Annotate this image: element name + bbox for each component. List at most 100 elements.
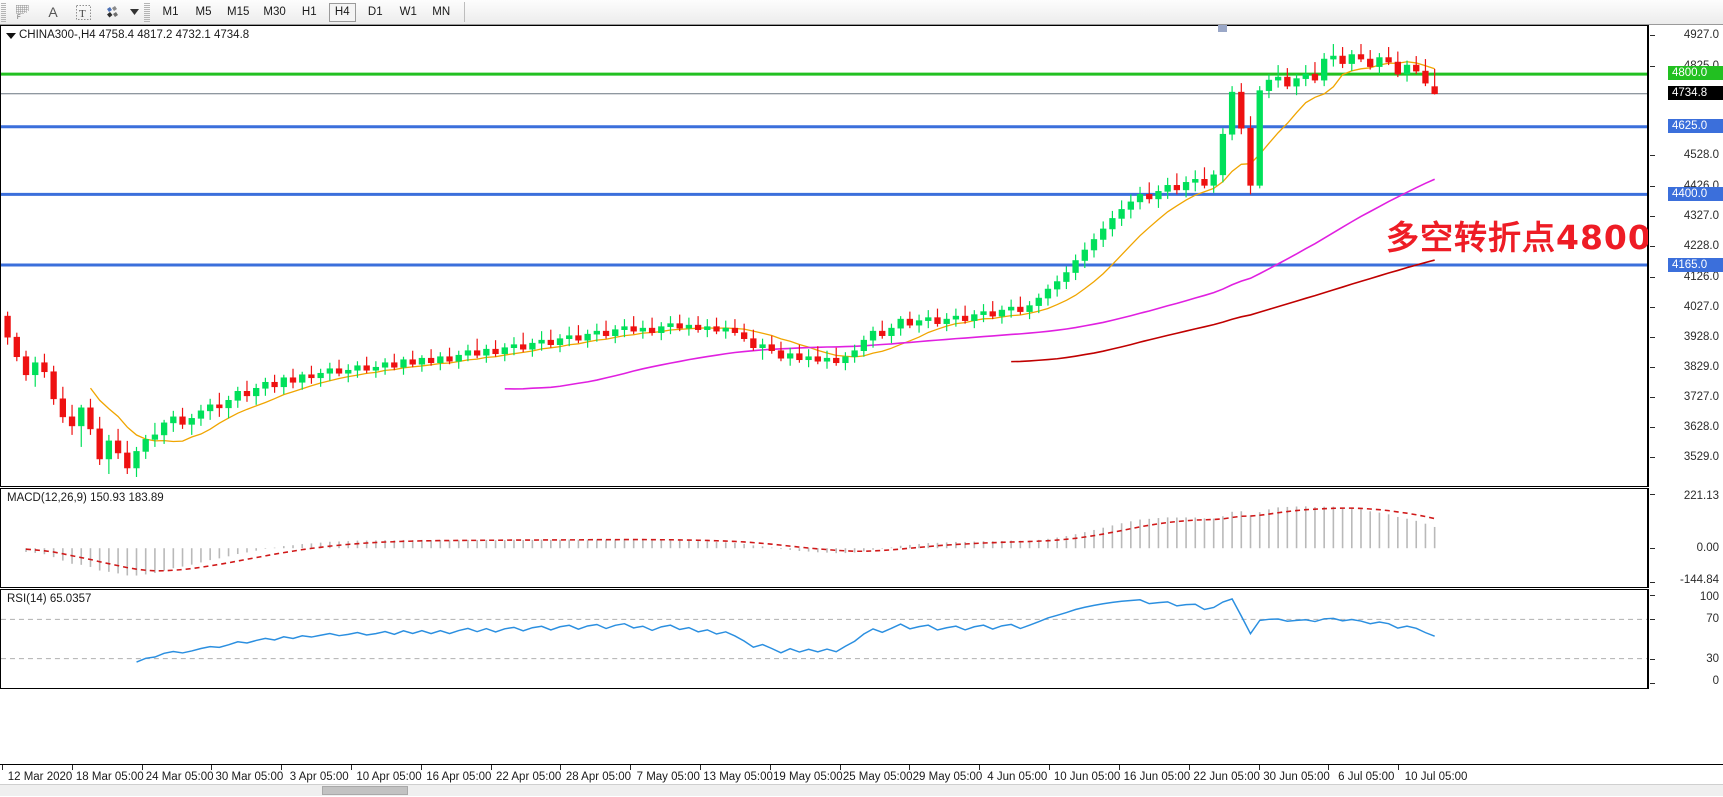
price-axis-tick	[1650, 155, 1655, 157]
objects-dropdown-caret-icon[interactable]	[128, 2, 140, 23]
time-axis-tick	[1118, 765, 1120, 770]
time-axis-tick	[2, 765, 3, 770]
rsi-label: RSI(14) 65.0357	[7, 593, 92, 605]
svg-text:F: F	[17, 15, 21, 20]
price-axis-label: 3829.0	[1683, 360, 1719, 373]
horizontal-scrollbar[interactable]	[0, 784, 1723, 796]
rsi-axis: 100 70 30 0	[1648, 589, 1723, 689]
macd-label: MACD(12,26,9) 150.93 183.89	[7, 492, 164, 504]
rsi-panel[interactable]: RSI(14) 65.0357	[0, 589, 1648, 689]
macd-axis-label: 221.13	[1683, 490, 1719, 502]
time-axis-tick	[71, 765, 73, 770]
timeframe-d1[interactable]: D1	[367, 6, 383, 18]
price-axis-label: 3628.0	[1683, 421, 1719, 434]
price-axis-tick	[1650, 336, 1655, 338]
macd-axis-label: 0.00	[1696, 542, 1719, 555]
price-axis-label: 4327.0	[1683, 210, 1719, 223]
time-axis-tick	[1328, 765, 1330, 770]
price-axis-tick	[1650, 427, 1655, 429]
price-axis-label: 3727.0	[1683, 391, 1719, 404]
rsi-axis-label: 100	[1699, 591, 1719, 603]
time-axis-label: 30 Jun 05:00	[1263, 771, 1330, 783]
timeframe-h4[interactable]: H4	[328, 2, 356, 22]
price-axis-tick	[1650, 276, 1655, 278]
time-axis-label: 4 Jun 05:00	[987, 771, 1048, 783]
time-axis-tick	[769, 765, 771, 770]
macd-axis: 221.13 0.00 -144.84	[1648, 488, 1723, 588]
time-axis-label: 16 Apr 05:00	[426, 771, 492, 783]
rsi-axis-tick	[1650, 659, 1655, 660]
rsi-axis-tick	[1650, 683, 1655, 684]
timeframe-h1[interactable]: H1	[301, 6, 317, 18]
time-axis-tick	[351, 765, 353, 770]
objects-icon[interactable]	[99, 1, 127, 24]
time-axis-tick	[1049, 765, 1051, 770]
symbol-ohlc-label: CHINA300-,H4 4758.4 4817.2 4732.1 4734.8	[19, 29, 250, 41]
time-axis-tick	[839, 765, 841, 770]
timeframe-m5[interactable]: M5	[195, 6, 212, 18]
price-axis-label: 3529.0	[1683, 451, 1719, 464]
price-axis-tick	[1650, 397, 1655, 399]
rsi-axis-tick	[1650, 595, 1655, 596]
timeframe-mn[interactable]: MN	[432, 6, 451, 18]
macd-axis-tick	[1650, 548, 1655, 550]
rsi-axis-label: 30	[1706, 653, 1719, 665]
price-axis-tag-level: 4625.0	[1668, 119, 1723, 134]
timeframe-w1[interactable]: W1	[399, 6, 417, 18]
price-axis-tag-level: 4165.0	[1668, 258, 1723, 273]
time-axis-label: 10 Jun 05:00	[1053, 771, 1121, 783]
price-axis-label: 4027.0	[1683, 300, 1719, 313]
time-axis-tick	[630, 765, 632, 770]
toolbar-end-separator	[463, 2, 465, 22]
macd-axis-tick	[1650, 582, 1655, 583]
price-axis-label: 4528.0	[1683, 149, 1719, 162]
symbol-collapse-icon[interactable]	[6, 33, 16, 39]
toolbar-drag-handle[interactable]	[1, 2, 6, 22]
macd-panel[interactable]: MACD(12,26,9) 150.93 183.89	[0, 488, 1648, 588]
toolbar-separator	[144, 2, 150, 22]
time-axis-label: 12 Mar 2020	[7, 771, 73, 783]
price-axis-tag-last-price: 4734.8	[1668, 86, 1723, 100]
price-axis-label: 3928.0	[1683, 330, 1719, 343]
macd-axis-tick	[1650, 494, 1655, 495]
time-axis-tick	[1188, 765, 1190, 770]
time-axis-label: 6 Jul 05:00	[1338, 771, 1395, 783]
timeframe-m15[interactable]: M15	[227, 6, 250, 18]
time-axis-label: 24 Mar 05:00	[145, 771, 214, 783]
time-axis-tick	[560, 765, 562, 770]
price-axis-tick	[1650, 65, 1655, 67]
price-panel[interactable]: CHINA300-,H4 4758.4 4817.2 4732.1 4734.8…	[0, 25, 1651, 487]
price-axis-tick	[1650, 34, 1655, 36]
chart-annotation-text: 多空转折点4800	[1386, 218, 1652, 257]
time-axis-label: 19 May 05:00	[773, 771, 843, 783]
price-axis-tick	[1650, 216, 1655, 218]
text-label-icon[interactable]: T	[69, 1, 97, 24]
chart-area: CHINA300-,H4 4758.4 4817.2 4732.1 4734.8…	[0, 25, 1723, 796]
time-axis-tick	[141, 765, 143, 770]
price-plot	[1, 44, 1647, 477]
timeframe-m30[interactable]: M30	[263, 6, 286, 18]
price-axis-label: 4126.0	[1683, 270, 1719, 283]
time-axis-label: 25 May 05:00	[842, 771, 913, 783]
timeframe-m1[interactable]: M1	[162, 6, 179, 18]
time-axis-tick	[909, 765, 911, 770]
time-axis-label: 29 May 05:00	[912, 771, 983, 783]
time-axis-tick	[490, 765, 492, 770]
price-axis-label: 4228.0	[1683, 240, 1719, 253]
text-tool-icon[interactable]: A	[48, 4, 58, 20]
time-axis-tick	[211, 765, 213, 770]
crosshair-icon[interactable]: F	[9, 1, 37, 24]
svg-text:T: T	[79, 8, 86, 20]
time-axis-tick	[979, 765, 981, 770]
time-axis-label: 13 May 05:00	[703, 771, 773, 783]
time-axis-tick	[420, 765, 422, 770]
rsi-axis-label: 70	[1706, 613, 1719, 625]
time-axis-label: 16 Jun 05:00	[1123, 771, 1191, 783]
time-axis-label: 18 Mar 05:00	[75, 771, 144, 783]
scrollbar-thumb[interactable]	[322, 786, 408, 795]
price-axis[interactable]: 4927.04825.04734.84625.04528.04426.04327…	[1648, 25, 1723, 487]
price-axis-tag-level: 4400.0	[1668, 187, 1723, 202]
price-axis-label: 4927.0	[1683, 28, 1719, 41]
time-axis-tick	[281, 765, 283, 770]
price-axis-tag-resistance: 4800.0	[1668, 66, 1723, 81]
